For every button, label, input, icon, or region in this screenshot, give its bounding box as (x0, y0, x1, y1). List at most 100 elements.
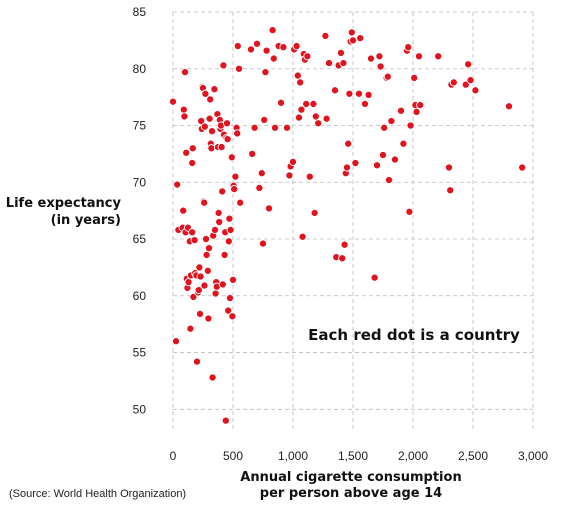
y-axis-ticks: 50 55 60 65 70 75 80 85 (133, 5, 147, 416)
x-axis-title-line-1: Annual cigarette consumption (240, 470, 461, 485)
country-point (184, 278, 193, 287)
country-point (233, 42, 242, 51)
country-point (446, 186, 455, 195)
country-point (296, 78, 305, 87)
y-tick-label: 85 (133, 5, 147, 19)
country-point (268, 26, 277, 35)
country-point (196, 272, 205, 281)
country-point (340, 240, 349, 249)
country-point (190, 236, 199, 245)
country-point (210, 225, 220, 234)
country-point (279, 43, 288, 52)
country-point (269, 54, 278, 63)
country-point (227, 153, 236, 162)
country-point (314, 119, 323, 128)
country-point (292, 42, 301, 51)
country-point (202, 250, 211, 259)
country-point (192, 357, 202, 366)
country-point (260, 115, 269, 124)
country-point (504, 102, 514, 111)
country-point (217, 143, 226, 152)
country-point (203, 266, 212, 275)
country-point (219, 61, 228, 70)
country-point (387, 116, 396, 126)
country-point (236, 198, 245, 207)
country-point (518, 163, 527, 172)
country-point (180, 112, 189, 121)
country-point (222, 119, 232, 128)
country-point (372, 161, 382, 170)
country-point (384, 175, 394, 185)
country-point (434, 52, 443, 61)
country-point (347, 28, 356, 37)
country-point (228, 312, 237, 321)
country-point (248, 149, 257, 158)
country-point (189, 292, 198, 301)
country-point (302, 99, 311, 108)
country-point (195, 309, 205, 318)
country-point (197, 116, 206, 126)
country-point (305, 172, 314, 181)
country-point (215, 217, 224, 227)
country-point (412, 107, 421, 116)
country-point (345, 89, 354, 98)
country-point (380, 123, 389, 132)
country-point (262, 46, 271, 55)
country-point (204, 314, 213, 323)
x-tick-label: 2,500 (458, 449, 488, 463)
country-point (204, 244, 214, 253)
country-point (351, 158, 360, 168)
country-point (258, 239, 268, 248)
country-point (366, 54, 376, 63)
y-tick-label: 80 (133, 62, 147, 76)
country-point (330, 86, 340, 95)
country-point (324, 59, 334, 68)
country-point (224, 306, 233, 315)
country-point (339, 59, 348, 68)
y-tick-label: 65 (133, 232, 147, 246)
country-point (220, 250, 229, 259)
country-point (348, 36, 358, 45)
country-point (207, 127, 217, 136)
country-point (399, 139, 408, 148)
x-tick-label: 1,000 (278, 449, 308, 463)
country-point (252, 39, 262, 48)
country-point (208, 373, 217, 382)
country-point (303, 52, 312, 61)
country-point (276, 98, 286, 107)
country-point (285, 171, 294, 180)
country-point (228, 275, 238, 284)
country-point (383, 72, 392, 81)
country-point (225, 294, 235, 303)
country-point (354, 89, 364, 98)
country-point (225, 214, 234, 223)
country-point (218, 280, 227, 289)
x-axis-title-line-2: per person above age 14 (260, 486, 442, 501)
chart-annotation: Each red dot is a country (308, 326, 520, 344)
country-point (211, 289, 220, 298)
x-tick-label: 3,000 (518, 449, 548, 463)
country-point (179, 206, 188, 215)
country-point (282, 123, 292, 132)
country-point (344, 139, 353, 148)
x-tick-label: 2,000 (398, 449, 428, 463)
country-point (322, 114, 331, 123)
country-point (294, 113, 304, 122)
country-point (173, 180, 182, 189)
country-point (188, 158, 197, 168)
country-point (414, 52, 424, 61)
country-point (171, 337, 181, 346)
country-point (449, 78, 458, 87)
country-point (264, 204, 274, 213)
country-point (370, 273, 379, 282)
country-point (466, 76, 475, 85)
country-point (257, 169, 266, 178)
country-point (298, 232, 307, 241)
country-point (356, 34, 365, 43)
y-tick-label: 75 (133, 119, 147, 133)
country-point (250, 123, 259, 132)
country-point (360, 99, 370, 108)
country-point (200, 281, 209, 290)
country-point (168, 97, 178, 106)
country-point (342, 163, 352, 172)
